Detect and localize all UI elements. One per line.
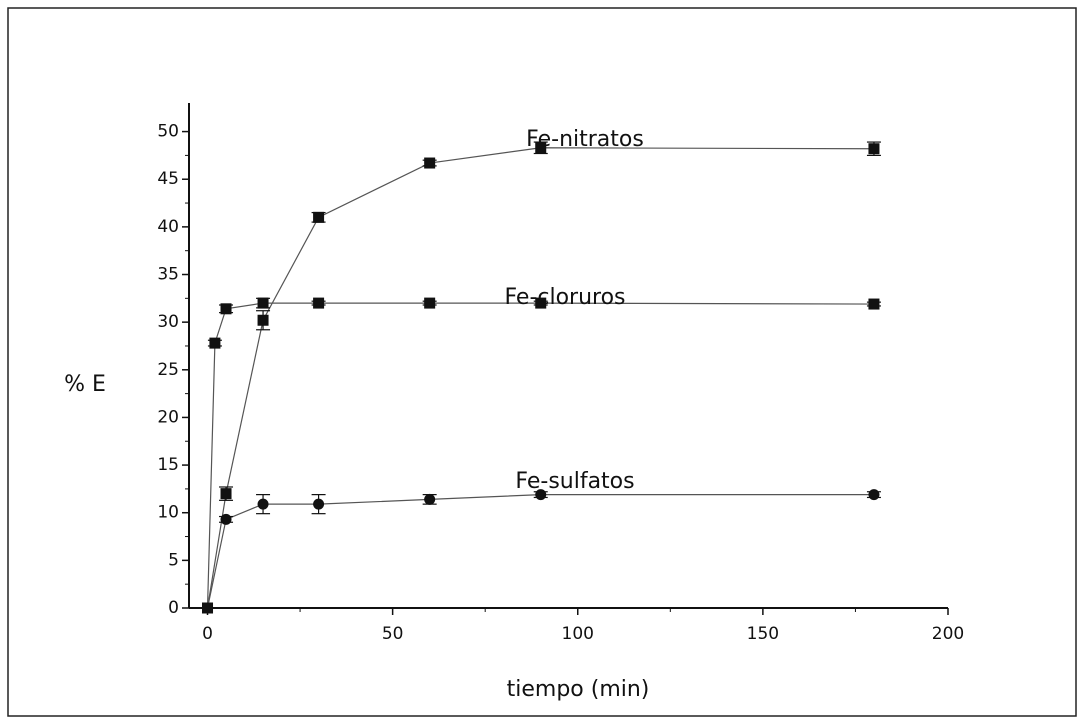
y-tick-label: 20 (157, 407, 179, 427)
y-tick-label: 30 (157, 312, 179, 332)
series-label: Fe-sulfatos (515, 469, 634, 494)
y-tick-label: 35 (157, 265, 179, 285)
series-line (206, 494, 874, 609)
point (313, 211, 325, 223)
point (424, 157, 436, 169)
x-axis-label: tiempo (min) (507, 677, 650, 702)
point (868, 143, 880, 155)
point (868, 298, 880, 310)
point (257, 314, 269, 326)
point (202, 602, 214, 614)
point (535, 489, 547, 501)
point (257, 297, 269, 309)
y-tick-label: 45 (157, 169, 179, 189)
series-line (206, 302, 874, 609)
y-tick-label: 0 (168, 598, 179, 618)
point (535, 297, 547, 309)
y-tick-label: 40 (157, 217, 179, 237)
y-tick-label: 5 (168, 550, 179, 570)
series-label: Fe-cloruros (504, 285, 625, 310)
point (313, 498, 325, 510)
point (209, 337, 221, 349)
point (313, 297, 325, 309)
x-tick-label: 50 (382, 624, 404, 644)
point (868, 489, 880, 501)
x-tick-label: 100 (562, 624, 594, 644)
point (220, 513, 232, 525)
x-tick-label: 0 (202, 624, 213, 644)
point (257, 498, 269, 510)
y-axis-label: % E (64, 372, 106, 397)
point (424, 493, 436, 505)
x-tick-label: 200 (932, 624, 964, 644)
y-tick-label: 50 (157, 122, 179, 142)
y-tick-label: 10 (157, 503, 179, 523)
series-line (206, 147, 874, 609)
frame (7, 7, 1077, 717)
point (220, 488, 232, 500)
x-tick-label: 150 (747, 624, 779, 644)
point (535, 142, 547, 154)
point (424, 297, 436, 309)
point (220, 303, 232, 315)
y-tick-label: 15 (157, 455, 179, 475)
y-tick-label: 25 (157, 360, 179, 380)
series-label: Fe-nitratos (526, 127, 644, 152)
